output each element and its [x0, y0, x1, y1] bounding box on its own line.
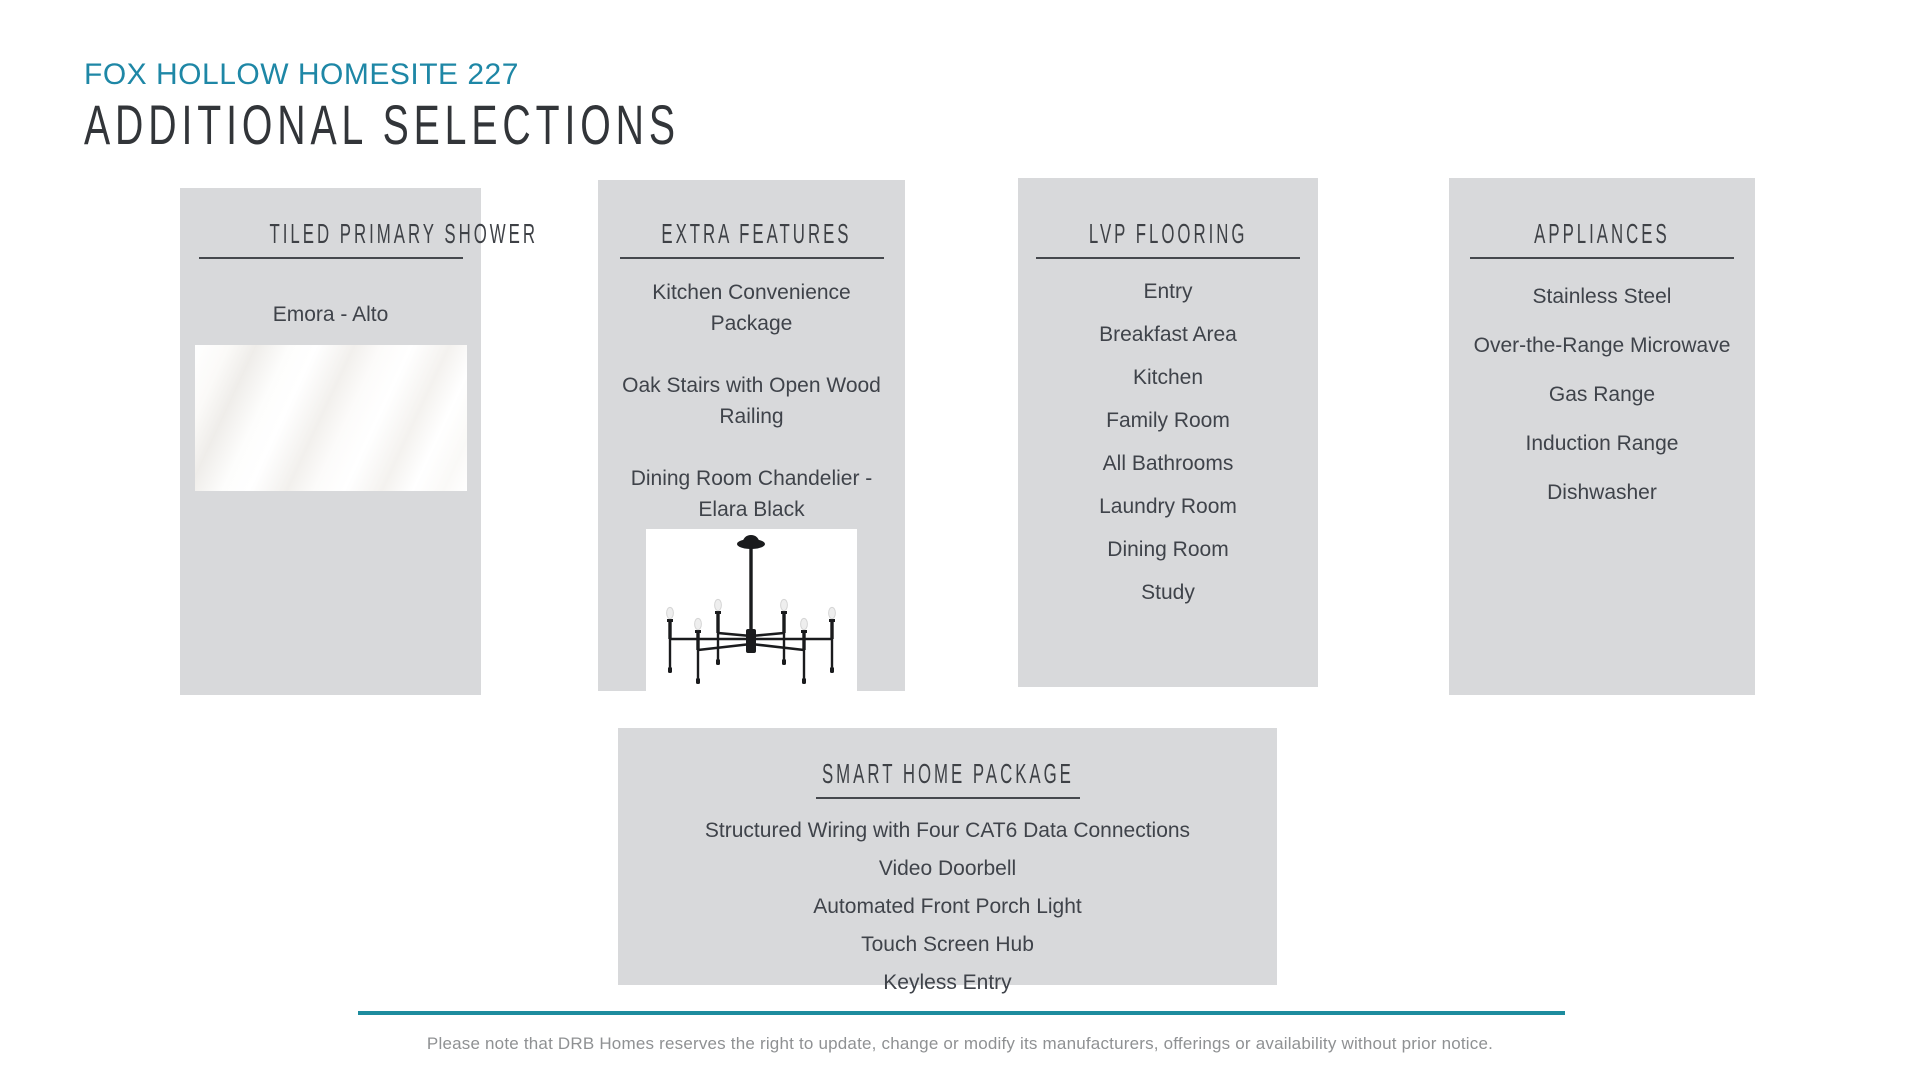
card-title-appliances: APPLIANCES — [1534, 218, 1670, 249]
card-lvp-flooring: LVP FLOORING Entry Breakfast Area Kitche… — [1018, 178, 1318, 687]
card-title-extra-features: EXTRA FEATURES — [661, 218, 852, 249]
selection-list: Structured Wiring with Four CAT6 Data Co… — [618, 812, 1277, 1002]
teal-divider-line — [358, 1011, 1565, 1015]
selection-item: Stainless Steel — [1532, 285, 1672, 309]
selection-item: Laundry Room — [1099, 495, 1237, 519]
marble-tile-image — [194, 345, 467, 492]
selection-list: Entry Breakfast Area Kitchen Family Room… — [1018, 270, 1318, 614]
selection-item: Dishwasher — [1547, 481, 1657, 505]
card-appliances: APPLIANCES Stainless Steel Over-the-Rang… — [1449, 178, 1755, 695]
selection-item: Entry — [1143, 280, 1193, 304]
card-title-lvp-flooring: LVP FLOORING — [1088, 218, 1248, 249]
selection-item: Dining Room Chandelier - Elara Black — [630, 467, 873, 522]
title-underline — [198, 257, 463, 260]
card-title-smart-home-package: SMART HOME PACKAGE — [821, 758, 1074, 789]
card-tiled-primary-shower: TILED PRIMARY SHOWER Emora - Alto — [180, 188, 538, 695]
selection-item: Kitchen — [1132, 366, 1204, 390]
selection-item: Dining Room — [1107, 538, 1229, 562]
card-extra-features: EXTRA FEATURES Kitchen Convenience Packa… — [598, 180, 905, 702]
selection-item: Family Room — [1106, 409, 1230, 433]
selection-item: Breakfast Area — [1099, 323, 1237, 347]
selection-item: All Bathrooms — [1102, 452, 1234, 476]
selection-item: Gas Range — [1548, 383, 1656, 407]
selection-item: Keyless Entry — [883, 971, 1012, 995]
card-title-tiled-primary-shower: TILED PRIMARY SHOWER — [269, 218, 538, 249]
selection-item: Emora - Alto — [272, 303, 389, 327]
selection-list: Stainless Steel Over-the-Range Microwave… — [1449, 272, 1755, 517]
selection-item: Structured Wiring with Four CAT6 Data Co… — [704, 819, 1191, 843]
selection-item: Kitchen Convenience Package — [652, 281, 851, 336]
selection-item: Touch Screen Hub — [861, 933, 1034, 957]
selection-item: Over-the-Range Microwave — [1473, 334, 1731, 358]
selection-item: Study — [1141, 581, 1195, 605]
selection-item: Video Doorbell — [878, 857, 1017, 881]
disclaimer-note: Please note that DRB Homes reserves the … — [426, 1034, 1494, 1053]
page-title: ADDITIONAL SELECTIONS — [84, 93, 680, 156]
homesite-subtitle: FOX HOLLOW HOMESITE 227 — [84, 58, 519, 91]
selection-item: Oak Stairs with Open Wood Railing — [622, 374, 881, 429]
title-underline — [1036, 257, 1300, 260]
selection-item: Induction Range — [1525, 432, 1679, 456]
card-smart-home-package: SMART HOME PACKAGE Structured Wiring wit… — [618, 728, 1277, 994]
chandelier-image — [646, 529, 857, 702]
selection-item: Automated Front Porch Light — [813, 895, 1082, 919]
title-underline — [619, 257, 884, 260]
title-underline — [1470, 257, 1734, 260]
title-underline — [815, 797, 1080, 800]
